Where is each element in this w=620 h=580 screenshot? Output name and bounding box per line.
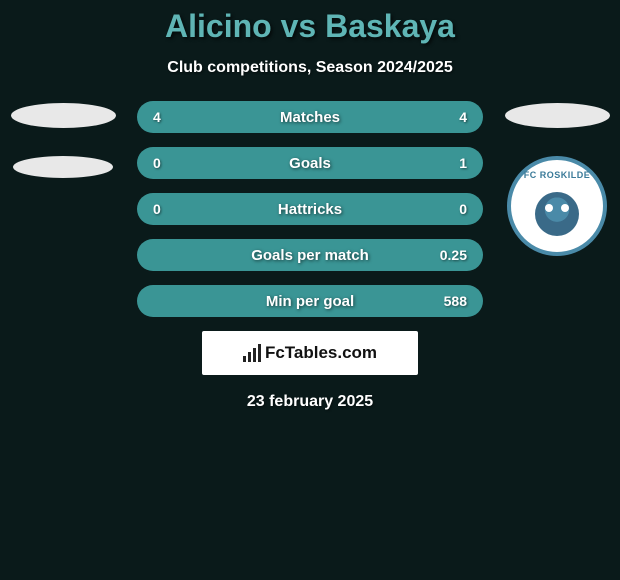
fctables-link[interactable]: FcTables.com	[202, 331, 418, 375]
stat-right-value: 588	[427, 293, 467, 309]
fctables-icon	[243, 344, 261, 362]
stats-area: FC ROSKILDE 4 Matches 4 0 Goals 1 0 Hatt…	[0, 101, 620, 317]
player-left-column	[8, 103, 118, 206]
stat-left-value: 4	[153, 109, 193, 125]
fctables-label: FcTables.com	[265, 343, 377, 363]
stat-label: Min per goal	[266, 293, 354, 310]
club-badge: FC ROSKILDE	[507, 156, 607, 256]
stats-list: 4 Matches 4 0 Goals 1 0 Hattricks 0 Goal…	[137, 101, 483, 317]
stat-left-value: 0	[153, 201, 193, 217]
stat-right-value: 1	[427, 155, 467, 171]
stat-label: Matches	[280, 109, 340, 126]
subtitle: Club competitions, Season 2024/2025	[0, 59, 620, 77]
stat-right-value: 0.25	[427, 247, 467, 263]
page-title: Alicino vs Baskaya	[0, 8, 620, 45]
placeholder-icon	[11, 103, 116, 128]
club-badge-icon	[535, 192, 579, 236]
stat-left-value: 0	[153, 155, 193, 171]
stat-row: Goals per match 0.25	[137, 239, 483, 271]
player-right-column: FC ROSKILDE	[502, 103, 612, 256]
placeholder-icon	[13, 156, 113, 178]
stat-row: 4 Matches 4	[137, 101, 483, 133]
stat-label: Goals	[289, 155, 331, 172]
placeholder-icon	[505, 103, 610, 128]
club-badge-label: FC ROSKILDE	[511, 170, 603, 180]
stat-row: Min per goal 588	[137, 285, 483, 317]
stat-right-value: 0	[427, 201, 467, 217]
stat-row: 0 Goals 1	[137, 147, 483, 179]
date-label: 23 february 2025	[0, 393, 620, 411]
stat-label: Hattricks	[278, 201, 342, 218]
comparison-card: Alicino vs Baskaya Club competitions, Se…	[0, 0, 620, 411]
stat-row: 0 Hattricks 0	[137, 193, 483, 225]
stat-label: Goals per match	[251, 247, 369, 264]
stat-right-value: 4	[427, 109, 467, 125]
